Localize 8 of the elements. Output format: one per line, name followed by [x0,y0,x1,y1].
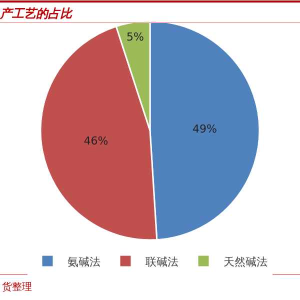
legend-label: 氨碱法 [68,255,100,268]
data-label: 46% [84,134,108,148]
data-label: 5% [126,30,144,44]
text: 货整理 [2,281,32,293]
data-label: 49% [192,122,217,136]
legend-label: 联碱法 [146,255,178,268]
legend-label: 天然碱法 [224,255,268,268]
chart-title: 产工艺的占比 [0,6,73,21]
